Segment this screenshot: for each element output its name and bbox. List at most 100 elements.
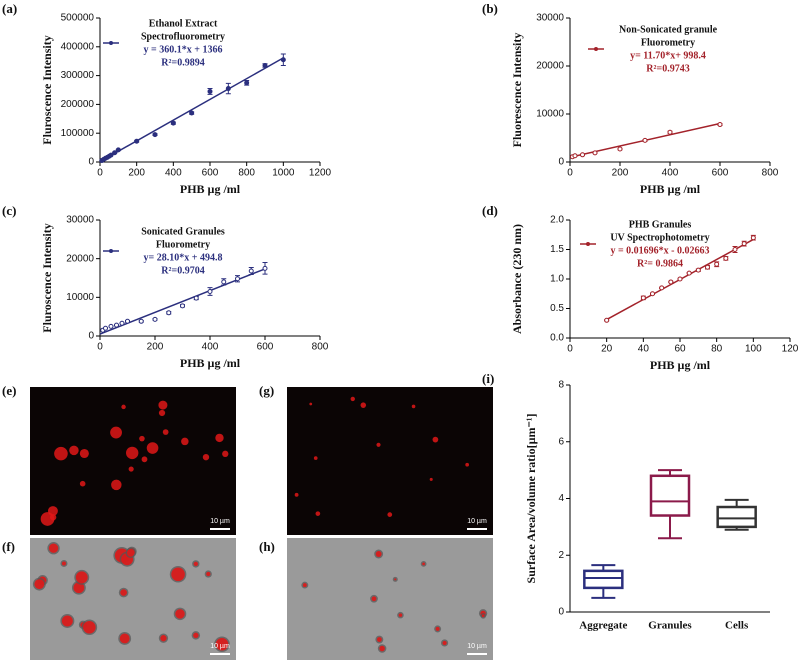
- granule: [49, 514, 57, 521]
- box: [583, 569, 624, 590]
- y-tick-label: 1.0: [550, 274, 564, 285]
- y-tick-label: 2: [558, 550, 564, 561]
- y-tick-label: 4: [558, 493, 564, 504]
- point: [244, 80, 250, 86]
- legend-text: y = 0.01696*x - 0.02663: [610, 245, 709, 256]
- y-tick-label: 30000: [536, 13, 564, 24]
- granule: [79, 480, 86, 487]
- point: [248, 268, 254, 274]
- point: [705, 264, 710, 270]
- y-tick-label: 1.5: [550, 244, 564, 255]
- granule: [193, 561, 198, 567]
- granule: [350, 396, 355, 402]
- x-tick-label: 1200: [309, 168, 332, 179]
- granule: [126, 446, 139, 460]
- granule: [387, 512, 393, 518]
- legend-marker: [109, 41, 113, 45]
- point: [677, 276, 683, 282]
- panel-label: (i): [482, 371, 494, 386]
- granule: [158, 400, 168, 410]
- granule: [175, 609, 185, 619]
- granule: [193, 632, 199, 639]
- granule: [48, 543, 59, 553]
- legend-marker: [594, 47, 598, 51]
- x-tick-label: 80: [711, 344, 723, 355]
- point: [193, 295, 199, 301]
- point: [650, 291, 655, 297]
- x-tick-label: Cells: [725, 620, 749, 632]
- point: [108, 323, 114, 329]
- y-tick-label: 100000: [61, 128, 95, 139]
- point: [103, 325, 108, 331]
- granule: [435, 626, 440, 631]
- point: [668, 279, 674, 285]
- y-tick-label: 6: [558, 436, 564, 447]
- point: [667, 129, 673, 135]
- y-tick-label: 0: [558, 607, 564, 618]
- y-tick-label: 0.0: [550, 333, 564, 344]
- granule: [379, 645, 385, 652]
- granule: [127, 549, 135, 557]
- y-axis-title: Fluorescence Intensity: [510, 33, 524, 148]
- legend-text: Spectrofluorometry: [141, 31, 225, 42]
- panel-label: (g): [259, 383, 274, 398]
- y-tick-label: 10000: [536, 109, 564, 120]
- granule: [398, 613, 403, 617]
- point: [112, 150, 118, 156]
- x-tick-label: 120: [782, 344, 799, 355]
- granule: [162, 429, 169, 435]
- point: [695, 267, 701, 273]
- panel-label: (f): [2, 539, 15, 554]
- point: [138, 318, 144, 324]
- x-tick-label: 200: [128, 168, 145, 179]
- x-axis-title: PHB µg /ml: [650, 358, 711, 372]
- granule: [309, 402, 313, 406]
- x-tick-label: 600: [712, 168, 729, 179]
- granule: [83, 620, 96, 634]
- y-tick-label: 300000: [61, 70, 95, 81]
- point: [115, 147, 121, 153]
- y-tick-label: 0.5: [550, 303, 564, 314]
- x-tick-label: 800: [762, 168, 779, 179]
- point: [108, 152, 114, 158]
- point: [732, 247, 738, 252]
- micrograph: [287, 387, 493, 535]
- x-tick-label: 0: [567, 168, 573, 179]
- point: [717, 122, 723, 128]
- x-tick-label: 600: [202, 168, 219, 179]
- y-tick-label: 0: [558, 157, 564, 168]
- legend-text: R²= 0.9864: [637, 258, 683, 269]
- point: [125, 318, 130, 324]
- y-axis-title: Fluroscence Intensity: [40, 223, 54, 332]
- granule: [422, 562, 426, 566]
- granule: [139, 435, 145, 442]
- x-axis-title: PHB µg /ml: [180, 182, 241, 196]
- point: [617, 146, 623, 152]
- scale-bar-label: 10 µm: [210, 643, 230, 650]
- point: [262, 63, 268, 69]
- x-tick-label: 40: [638, 344, 650, 355]
- legend-marker: [109, 249, 113, 253]
- granule: [215, 637, 229, 651]
- granule: [202, 453, 210, 461]
- x-tick-label: 200: [612, 168, 629, 179]
- legend-text: y= 28.10*x + 494.8: [144, 252, 223, 263]
- x-axis-title: PHB µg /ml: [640, 182, 701, 196]
- granule: [110, 426, 122, 439]
- x-tick-label: 600: [257, 342, 274, 353]
- granule: [429, 477, 433, 481]
- fit-line: [99, 268, 266, 335]
- point: [741, 241, 747, 247]
- point: [114, 322, 119, 328]
- x-axis-title: PHB µg /ml: [180, 356, 241, 370]
- granule: [69, 445, 79, 456]
- y-axis-title: Surface Area/volume ratio[µm⁻¹]: [524, 414, 538, 584]
- granule: [171, 567, 185, 582]
- x-tick-label: 400: [202, 342, 219, 353]
- micrograph: [287, 538, 493, 660]
- granule: [61, 615, 73, 627]
- box: [716, 505, 757, 529]
- legend-text: y= 11.70*x+ 998.4: [630, 50, 706, 61]
- panel-label: (c): [2, 203, 16, 218]
- y-tick-label: 0: [88, 331, 94, 342]
